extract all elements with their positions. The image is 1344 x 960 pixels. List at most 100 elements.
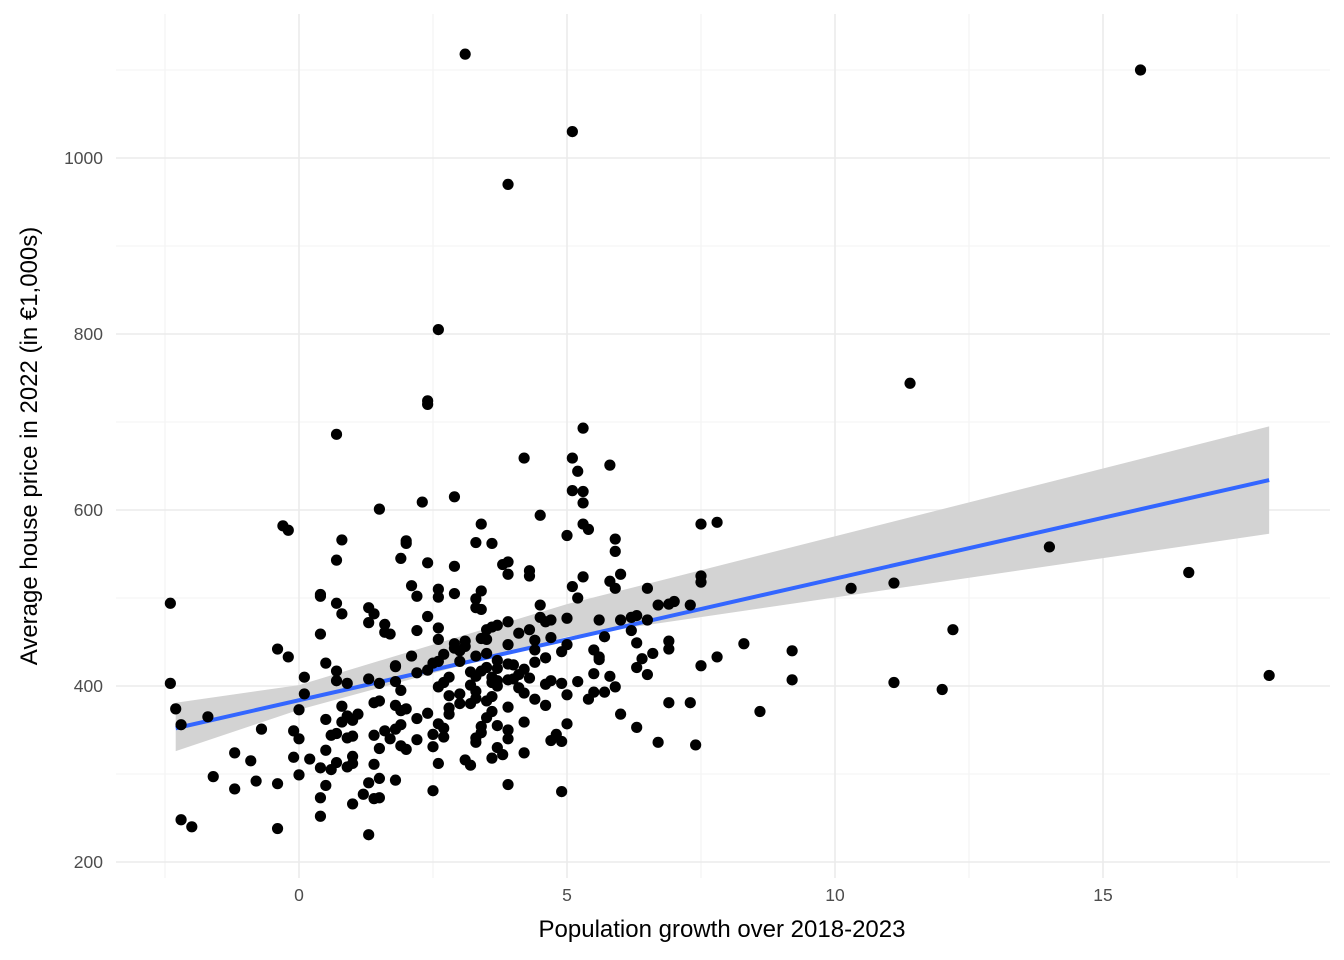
data-point: [609, 533, 621, 545]
data-point: [416, 496, 428, 508]
data-point: [1043, 541, 1055, 553]
data-point: [588, 668, 600, 680]
y-tick-label: 800: [74, 324, 103, 344]
data-point: [475, 518, 487, 530]
data-point: [330, 665, 343, 677]
data-point: [368, 608, 380, 620]
data-point: [164, 597, 176, 609]
data-point: [647, 647, 659, 660]
data-point: [330, 597, 343, 609]
data-point: [663, 635, 675, 647]
data-point: [459, 48, 471, 60]
data-point: [470, 736, 482, 748]
data-point: [438, 722, 450, 734]
data-point: [363, 777, 375, 789]
data-point: [684, 697, 696, 709]
data-point: [625, 624, 637, 637]
data-point: [529, 644, 541, 656]
data-point: [411, 667, 423, 679]
data-point: [336, 700, 348, 712]
data-point: [405, 580, 418, 592]
data-point: [427, 728, 439, 741]
data-point: [443, 690, 455, 702]
data-point: [363, 617, 375, 629]
data-point: [432, 633, 444, 645]
data-point: [695, 660, 707, 672]
data-point: [641, 614, 654, 626]
data-points: [164, 48, 1275, 841]
data-point: [625, 611, 637, 623]
data-point: [336, 716, 348, 728]
data-point: [561, 612, 573, 624]
data-point: [711, 516, 723, 528]
data-point: [695, 518, 707, 530]
data-point: [636, 653, 648, 665]
data-point: [432, 591, 444, 603]
data-point: [411, 712, 423, 725]
data-point: [502, 701, 514, 713]
data-point: [341, 732, 353, 744]
data-point: [427, 741, 439, 753]
data-point: [1263, 669, 1275, 682]
data-point: [314, 628, 327, 640]
data-point: [481, 647, 493, 660]
data-point: [690, 739, 702, 751]
data-point: [491, 662, 503, 675]
data-point: [556, 646, 568, 658]
data-point: [454, 655, 466, 667]
data-point: [330, 554, 343, 566]
data-point: [470, 650, 482, 662]
data-point: [561, 689, 573, 701]
data-point: [470, 593, 482, 605]
data-point: [577, 422, 589, 434]
data-point: [325, 764, 337, 776]
data-point: [481, 695, 493, 707]
data-point: [502, 568, 514, 580]
data-point: [502, 616, 514, 628]
data-point: [523, 570, 536, 582]
data-point: [507, 659, 519, 671]
data-point: [786, 645, 798, 657]
data-point: [384, 733, 396, 745]
data-point: [518, 747, 530, 759]
data-point: [282, 524, 294, 536]
data-point: [470, 536, 482, 549]
data-point: [566, 126, 578, 138]
data-point: [229, 747, 241, 759]
data-point: [593, 614, 605, 626]
data-point: [432, 622, 444, 634]
data-point: [373, 742, 385, 755]
data-point: [539, 678, 552, 690]
confidence-band: [175, 426, 1270, 752]
data-point: [422, 610, 434, 623]
data-point: [502, 178, 514, 190]
data-point: [379, 618, 391, 631]
data-point: [175, 814, 187, 826]
data-point: [298, 671, 310, 683]
data-point: [481, 633, 493, 645]
data-point: [314, 792, 327, 804]
data-point: [497, 749, 509, 761]
data-point: [523, 672, 536, 684]
y-axis-tick-labels: 200 400 600 800 1000: [64, 148, 103, 872]
data-point: [438, 731, 450, 743]
data-point: [443, 708, 455, 720]
data-point: [556, 786, 568, 798]
data-point: [502, 724, 514, 736]
data-point: [373, 772, 385, 785]
data-point: [271, 778, 284, 790]
data-point: [491, 680, 503, 692]
data-point: [255, 723, 268, 735]
data-point: [577, 485, 589, 498]
data-point: [411, 734, 423, 746]
data-point: [572, 465, 584, 477]
data-point: [464, 759, 477, 771]
data-point: [481, 712, 493, 724]
data-point: [529, 656, 541, 668]
data-point: [325, 729, 337, 741]
data-point: [609, 545, 621, 557]
major-gridlines: [116, 14, 1330, 878]
data-point: [470, 670, 482, 682]
data-point: [545, 734, 557, 747]
data-point: [341, 677, 353, 689]
